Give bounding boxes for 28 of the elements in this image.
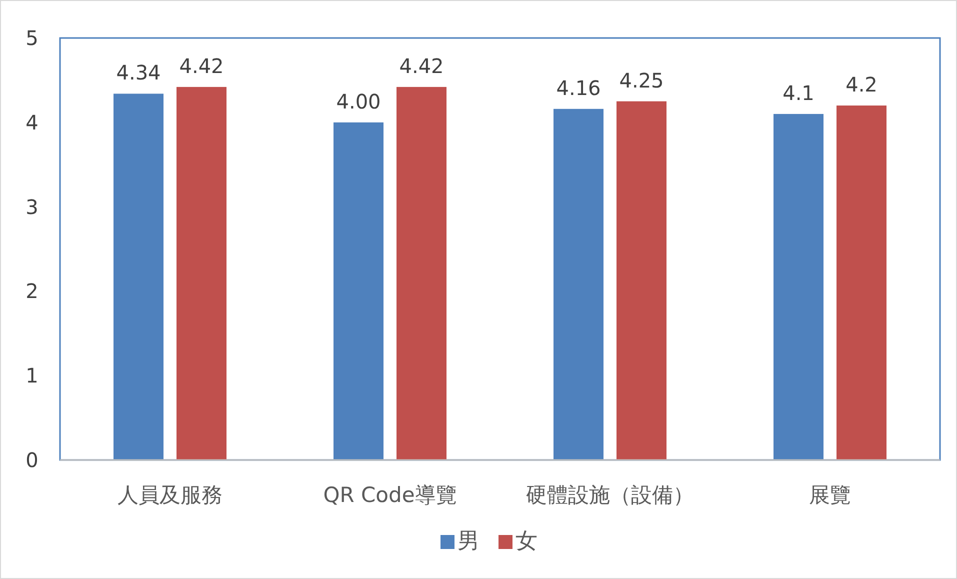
legend-label: 女 xyxy=(516,529,538,554)
x-tick-label: 人員及服務 xyxy=(118,483,222,507)
y-tick-label: 2 xyxy=(26,279,38,304)
data-label: 4.16 xyxy=(556,76,601,100)
bar xyxy=(554,108,604,460)
bar xyxy=(774,114,824,460)
x-tick-label: QR Code導覽 xyxy=(323,483,457,507)
data-label: 4.1 xyxy=(782,80,814,105)
y-tick-label: 1 xyxy=(26,364,38,388)
data-label: 4.25 xyxy=(619,68,664,92)
data-label: 4.42 xyxy=(399,54,444,78)
data-label: 4.2 xyxy=(846,72,878,97)
x-tick-label: 硬體設施（設備） xyxy=(526,483,694,507)
data-label: 4.00 xyxy=(336,89,381,114)
y-tick-label: 0 xyxy=(26,448,38,472)
y-tick-label: 4 xyxy=(26,110,38,134)
bar xyxy=(396,86,446,460)
bar xyxy=(176,86,226,460)
y-tick-label: 3 xyxy=(26,194,38,219)
y-tick-label: 5 xyxy=(26,26,38,50)
bar xyxy=(616,101,666,460)
x-tick-label: 展覽 xyxy=(809,483,851,507)
data-label: 4.42 xyxy=(179,54,224,78)
bar xyxy=(114,94,164,460)
bar xyxy=(836,106,886,460)
legend-label: 男 xyxy=(458,529,480,554)
data-label: 4.34 xyxy=(116,60,161,85)
bar xyxy=(334,122,384,460)
